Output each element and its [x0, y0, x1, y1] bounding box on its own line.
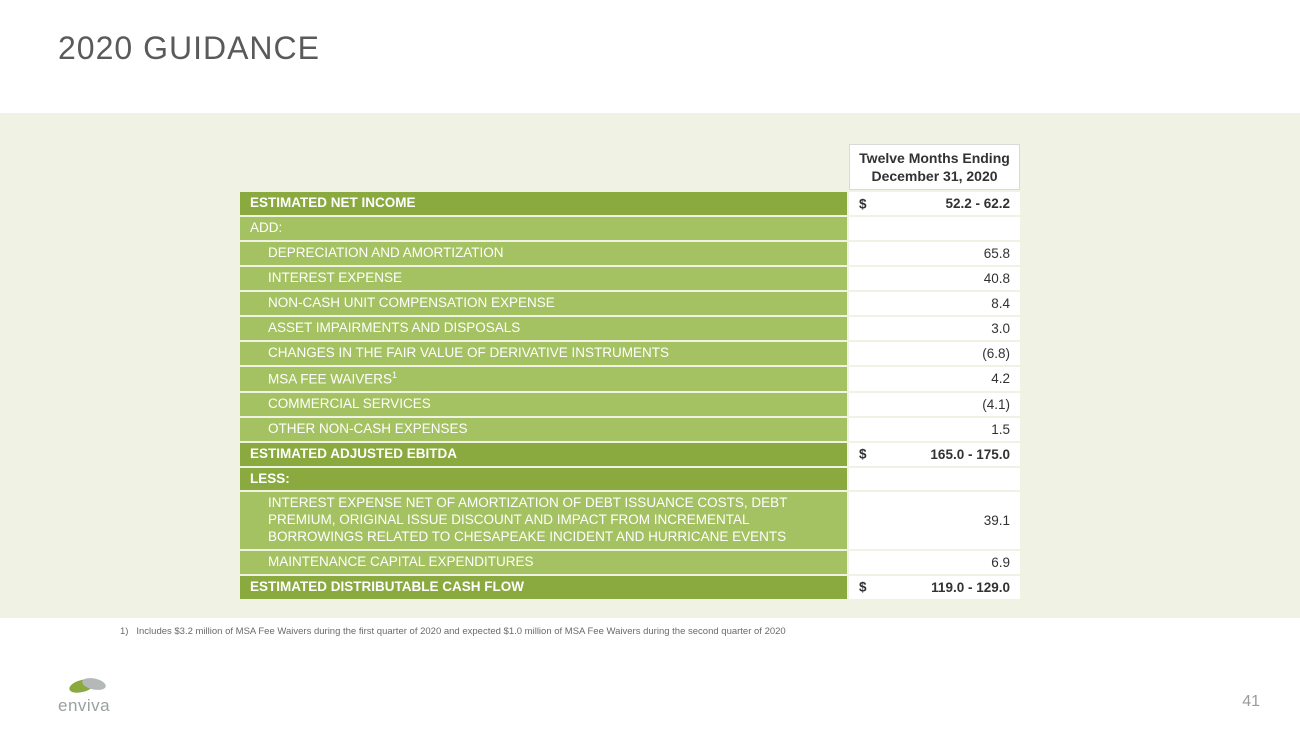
guidance-table-wrap: Twelve Months Ending December 31, 2020 E… [238, 142, 1022, 601]
logo-text: enviva [58, 696, 110, 715]
value-number: 1.5 [991, 422, 1010, 437]
value-number: 6.9 [991, 555, 1010, 570]
table-row: ESTIMATED NET INCOME$52.2 - 62.2 [240, 192, 1020, 215]
row-value [849, 217, 1020, 240]
currency-symbol: $ [859, 196, 867, 211]
footnote-text: Includes $3.2 million of MSA Fee Waivers… [136, 626, 785, 637]
value-number: 3.0 [991, 321, 1010, 336]
row-value: (4.1) [849, 393, 1020, 416]
value-number: 119.0 - 129.0 [931, 580, 1010, 595]
value-number: 8.4 [991, 296, 1010, 311]
row-label: ADD: [240, 217, 847, 240]
value-number: (6.8) [982, 346, 1010, 361]
table-row: MSA FEE WAIVERS1 4.2 [240, 367, 1020, 391]
page-title: 2020 GUIDANCE [58, 30, 320, 67]
column-header: Twelve Months Ending December 31, 2020 [849, 144, 1020, 190]
table-row: OTHER NON-CASH EXPENSES 1.5 [240, 418, 1020, 441]
row-label: DEPRECIATION AND AMORTIZATION [240, 242, 847, 265]
row-value: 8.4 [849, 292, 1020, 315]
table-row: INTEREST EXPENSE 40.8 [240, 267, 1020, 290]
row-label: ESTIMATED NET INCOME [240, 192, 847, 215]
header-spacer [240, 144, 847, 190]
row-value: 65.8 [849, 242, 1020, 265]
table-row: MAINTENANCE CAPITAL EXPENDITURES 6.9 [240, 551, 1020, 574]
value-number: 52.2 - 62.2 [945, 196, 1010, 211]
value-number: 40.8 [984, 271, 1010, 286]
footnote: 1) Includes $3.2 million of MSA Fee Waiv… [120, 626, 786, 637]
table-row: NON-CASH UNIT COMPENSATION EXPENSE 8.4 [240, 292, 1020, 315]
table-row: ASSET IMPAIRMENTS AND DISPOSALS 3.0 [240, 317, 1020, 340]
guidance-table: Twelve Months Ending December 31, 2020 E… [238, 142, 1022, 601]
currency-symbol: $ [859, 447, 867, 462]
row-value: (6.8) [849, 342, 1020, 365]
table-row: ADD: [240, 217, 1020, 240]
table-row: CHANGES IN THE FAIR VALUE OF DERIVATIVE … [240, 342, 1020, 365]
row-label: OTHER NON-CASH EXPENSES [240, 418, 847, 441]
footnote-ref: 1 [392, 370, 397, 380]
row-label: LESS: [240, 468, 847, 491]
row-value: 3.0 [849, 317, 1020, 340]
value-number: 4.2 [991, 371, 1010, 386]
row-label: NON-CASH UNIT COMPENSATION EXPENSE [240, 292, 847, 315]
row-value: 40.8 [849, 267, 1020, 290]
row-label: ESTIMATED ADJUSTED EBITDA [240, 443, 847, 466]
value-number: 65.8 [984, 246, 1010, 261]
value-number: 39.1 [984, 513, 1010, 528]
row-label: CHANGES IN THE FAIR VALUE OF DERIVATIVE … [240, 342, 847, 365]
row-label: COMMERCIAL SERVICES [240, 393, 847, 416]
page-number: 41 [1242, 693, 1260, 711]
row-label: MAINTENANCE CAPITAL EXPENDITURES [240, 551, 847, 574]
footnote-marker: 1) [120, 626, 128, 637]
table-row: ESTIMATED DISTRIBUTABLE CASH FLOW$119.0 … [240, 576, 1020, 599]
table-row: DEPRECIATION AND AMORTIZATION 65.8 [240, 242, 1020, 265]
row-label: INTEREST EXPENSE [240, 267, 847, 290]
row-value: 6.9 [849, 551, 1020, 574]
table-row: LESS: [240, 468, 1020, 491]
value-number: 165.0 - 175.0 [930, 447, 1010, 462]
enviva-logo: enviva [58, 677, 144, 717]
row-value: 4.2 [849, 367, 1020, 391]
row-value: $119.0 - 129.0 [849, 576, 1020, 599]
row-label: INTEREST EXPENSE NET OF AMORTIZATION OF … [240, 492, 847, 549]
row-value: $52.2 - 62.2 [849, 192, 1020, 215]
row-label: ESTIMATED DISTRIBUTABLE CASH FLOW [240, 576, 847, 599]
row-label: MSA FEE WAIVERS1 [240, 367, 847, 391]
row-value [849, 468, 1020, 491]
table-row: ESTIMATED ADJUSTED EBITDA$165.0 - 175.0 [240, 443, 1020, 466]
value-number: (4.1) [982, 397, 1010, 412]
row-value: 1.5 [849, 418, 1020, 441]
row-label: ASSET IMPAIRMENTS AND DISPOSALS [240, 317, 847, 340]
row-value: $165.0 - 175.0 [849, 443, 1020, 466]
currency-symbol: $ [859, 580, 867, 595]
table-row: COMMERCIAL SERVICES (4.1) [240, 393, 1020, 416]
table-row: INTEREST EXPENSE NET OF AMORTIZATION OF … [240, 492, 1020, 549]
row-value: 39.1 [849, 492, 1020, 549]
